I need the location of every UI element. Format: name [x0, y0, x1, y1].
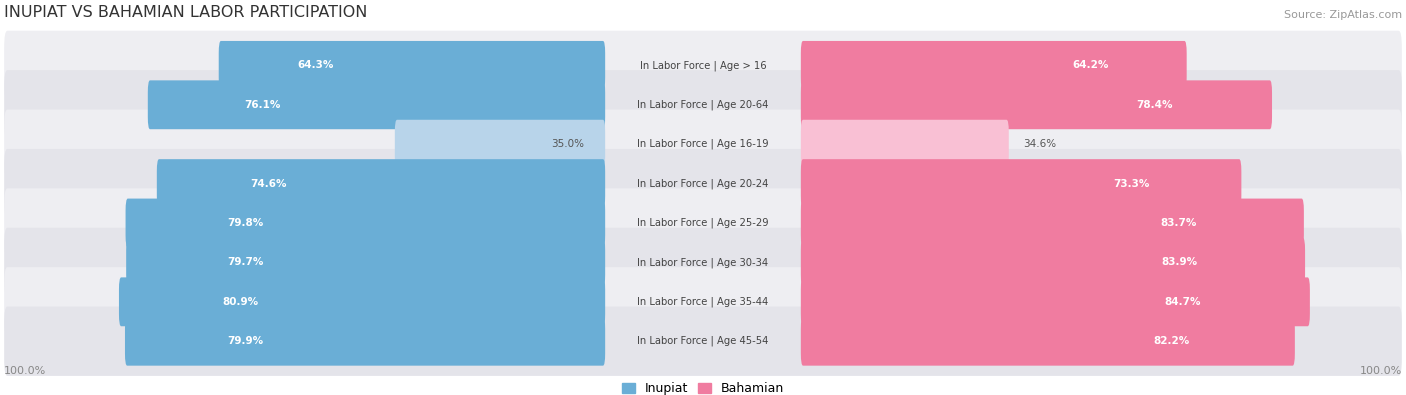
- Text: 80.9%: 80.9%: [222, 297, 259, 307]
- Text: In Labor Force | Age 20-64: In Labor Force | Age 20-64: [637, 100, 769, 110]
- Text: In Labor Force | Age 25-29: In Labor Force | Age 25-29: [637, 218, 769, 228]
- FancyBboxPatch shape: [219, 41, 605, 90]
- Text: 79.8%: 79.8%: [228, 218, 263, 228]
- Text: 79.9%: 79.9%: [226, 336, 263, 346]
- FancyBboxPatch shape: [4, 267, 1402, 337]
- FancyBboxPatch shape: [120, 277, 605, 326]
- FancyBboxPatch shape: [4, 109, 1402, 179]
- Text: 34.6%: 34.6%: [1022, 139, 1056, 149]
- Text: In Labor Force | Age 20-24: In Labor Force | Age 20-24: [637, 179, 769, 189]
- FancyBboxPatch shape: [395, 120, 605, 169]
- FancyBboxPatch shape: [4, 307, 1402, 376]
- Legend: Inupiat, Bahamian: Inupiat, Bahamian: [623, 382, 783, 395]
- FancyBboxPatch shape: [127, 238, 605, 287]
- Text: 83.9%: 83.9%: [1161, 258, 1197, 267]
- FancyBboxPatch shape: [157, 159, 605, 208]
- FancyBboxPatch shape: [801, 41, 1187, 90]
- Text: In Labor Force | Age 45-54: In Labor Force | Age 45-54: [637, 336, 769, 346]
- Text: 79.7%: 79.7%: [228, 258, 264, 267]
- Text: 82.2%: 82.2%: [1153, 336, 1189, 346]
- FancyBboxPatch shape: [148, 80, 605, 129]
- FancyBboxPatch shape: [125, 199, 605, 247]
- Text: In Labor Force | Age 35-44: In Labor Force | Age 35-44: [637, 297, 769, 307]
- Text: 84.7%: 84.7%: [1164, 297, 1201, 307]
- FancyBboxPatch shape: [4, 70, 1402, 139]
- FancyBboxPatch shape: [4, 188, 1402, 258]
- FancyBboxPatch shape: [125, 317, 605, 366]
- Text: 64.3%: 64.3%: [297, 60, 333, 70]
- Text: Source: ZipAtlas.com: Source: ZipAtlas.com: [1284, 10, 1402, 20]
- Text: 83.7%: 83.7%: [1160, 218, 1197, 228]
- FancyBboxPatch shape: [801, 80, 1272, 129]
- Text: INUPIAT VS BAHAMIAN LABOR PARTICIPATION: INUPIAT VS BAHAMIAN LABOR PARTICIPATION: [4, 5, 367, 20]
- Text: 100.0%: 100.0%: [1360, 366, 1402, 376]
- FancyBboxPatch shape: [801, 277, 1310, 326]
- FancyBboxPatch shape: [4, 31, 1402, 100]
- FancyBboxPatch shape: [801, 238, 1305, 287]
- Text: 73.3%: 73.3%: [1114, 179, 1150, 188]
- Text: In Labor Force | Age 30-34: In Labor Force | Age 30-34: [637, 257, 769, 268]
- FancyBboxPatch shape: [4, 228, 1402, 297]
- FancyBboxPatch shape: [801, 120, 1008, 169]
- Text: 74.6%: 74.6%: [250, 179, 287, 188]
- Text: 100.0%: 100.0%: [4, 366, 46, 376]
- FancyBboxPatch shape: [801, 159, 1241, 208]
- Text: In Labor Force | Age 16-19: In Labor Force | Age 16-19: [637, 139, 769, 149]
- Text: 35.0%: 35.0%: [551, 139, 585, 149]
- FancyBboxPatch shape: [4, 149, 1402, 218]
- Text: 64.2%: 64.2%: [1071, 60, 1108, 70]
- FancyBboxPatch shape: [801, 317, 1295, 366]
- Text: 78.4%: 78.4%: [1136, 100, 1173, 110]
- Text: 76.1%: 76.1%: [245, 100, 280, 110]
- Text: In Labor Force | Age > 16: In Labor Force | Age > 16: [640, 60, 766, 71]
- FancyBboxPatch shape: [801, 199, 1303, 247]
